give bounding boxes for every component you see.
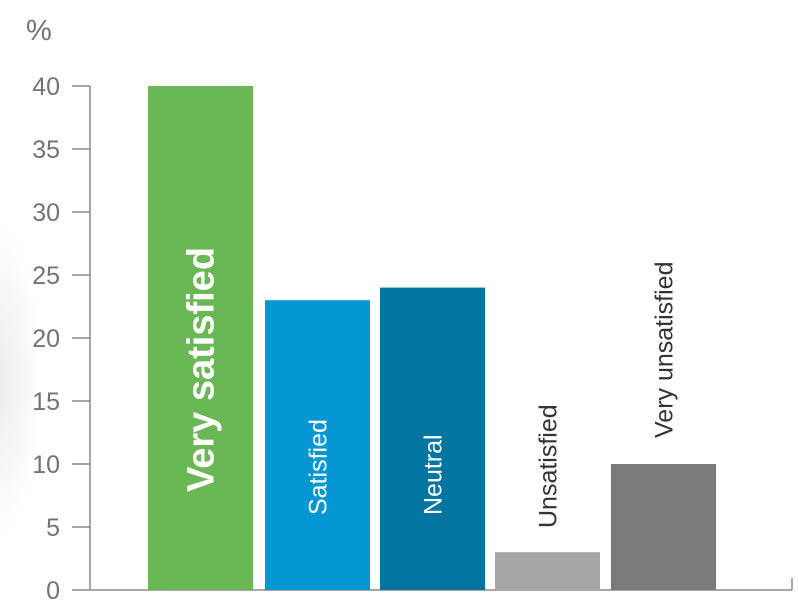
- bar-very-satisfied: [148, 86, 253, 590]
- bar-unsatisfied: [495, 552, 600, 590]
- y-tick-label-25: 25: [32, 262, 60, 290]
- bar-label-very-satisfied: Very satisfied: [181, 247, 223, 492]
- y-axis-unit-label: %: [26, 15, 52, 47]
- y-tick-label-20: 20: [32, 325, 60, 353]
- bar-label-satisfied: Satisfied: [305, 419, 333, 515]
- bar-very-unsatisfied: [611, 464, 716, 590]
- y-tick-label-35: 35: [32, 136, 60, 164]
- y-tick-label-30: 30: [32, 199, 60, 227]
- y-tick-label-5: 5: [46, 514, 60, 542]
- bar-label-very-unsatisfied: Very unsatisfied: [651, 262, 679, 439]
- bar-satisfied: [265, 300, 370, 590]
- bar-neutral: [380, 287, 485, 590]
- y-tick-label-40: 40: [32, 73, 60, 101]
- y-tick-label-15: 15: [32, 388, 60, 416]
- y-tick-label-0: 0: [46, 577, 60, 603]
- bar-label-unsatisfied: Unsatisfied: [535, 404, 563, 528]
- bar-label-neutral: Neutral: [420, 434, 448, 515]
- y-tick-label-10: 10: [32, 451, 60, 479]
